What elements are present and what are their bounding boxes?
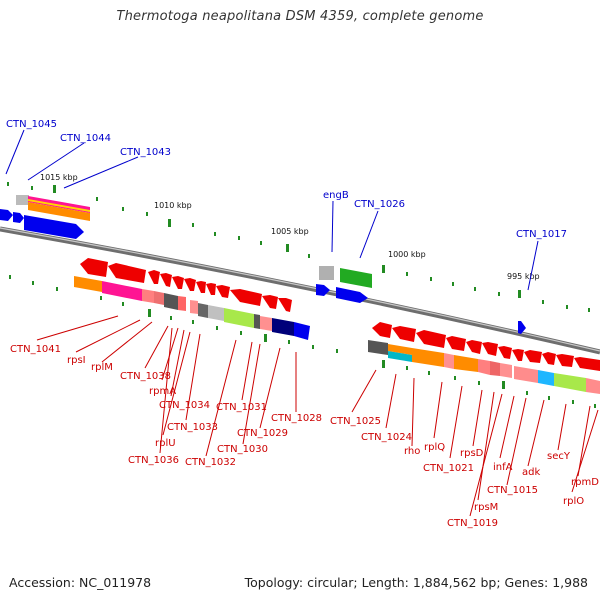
scale-label-1000: 1000 kbp [388, 250, 426, 259]
genome-title: Thermotoga neapolitana DSM 4359, complet… [116, 9, 484, 24]
scale-label-1005: 1005 kbp [271, 227, 309, 236]
label-rpsM: rpsM [474, 502, 498, 513]
label-CTN_1034: CTN_1034 [159, 400, 210, 411]
label-CTN_1031: CTN_1031 [216, 402, 267, 413]
annotation-blocks-right [368, 340, 600, 394]
label-CTN_1033: CTN_1033 [167, 422, 218, 433]
label-rpsI: rpsI [67, 355, 86, 366]
label-rpsD: rpsD [460, 448, 484, 459]
label-CTN_1019: CTN_1019 [447, 518, 498, 529]
label-rpmA: rpmA [149, 386, 176, 397]
label-rplQ: rplQ [424, 442, 445, 453]
label-CTN_1036: CTN_1036 [128, 455, 179, 466]
genome-info-text: Topology: circular; Length: 1,884,562 bp… [244, 575, 588, 590]
label-CTN_1028: CTN_1028 [271, 413, 322, 424]
feature-blocks-left-upper [16, 195, 90, 221]
forward-genes-middle [316, 284, 526, 334]
leader-lines-reverse [36, 315, 599, 517]
scale-label-1010: 1010 kbp [154, 201, 192, 210]
label-CTN_1045: CTN_1045 [6, 119, 57, 130]
label-CTN_1026: CTN_1026 [354, 199, 405, 210]
label-CTN_1021: CTN_1021 [423, 463, 474, 474]
label-rplU: rplU [155, 438, 176, 449]
scale-label-995: 995 kbp [507, 272, 540, 281]
label-CTN_1017: CTN_1017 [516, 229, 567, 240]
label-CTN_1025: CTN_1025 [330, 416, 381, 427]
annotation-blocks-left [74, 276, 310, 340]
label-CTN_1044: CTN_1044 [60, 133, 111, 144]
label-CTN_1038: CTN_1038 [120, 371, 171, 382]
genome-backbone [0, 226, 600, 355]
scale-ticks-upper [7, 182, 590, 312]
label-CTN_1030: CTN_1030 [217, 444, 268, 455]
label-secY: secY [547, 451, 571, 462]
accession-text: Accession: NC_011978 [9, 575, 152, 590]
reverse-genes-left [80, 258, 292, 312]
forward-genes-left [0, 209, 84, 239]
leader-lines-forward [5, 129, 539, 291]
label-CTN_1029: CTN_1029 [237, 428, 288, 439]
label-rpmD: rpmD [571, 477, 599, 488]
label-adk: adk [522, 467, 540, 478]
label-CTN_1041: CTN_1041 [10, 344, 61, 355]
scale-ticks-lower [9, 275, 596, 408]
label-CTN_1015: CTN_1015 [487, 485, 538, 496]
label-engB: engB [323, 190, 349, 201]
label-rplO: rplO [563, 496, 584, 507]
scale-label-1015: 1015 kbp [40, 173, 78, 182]
label-CTN_1043: CTN_1043 [120, 147, 171, 158]
label-infA: infA [493, 462, 513, 473]
label-rplM: rplM [91, 362, 113, 373]
label-rho: rho [404, 446, 420, 457]
label-CTN_1024: CTN_1024 [361, 432, 412, 443]
reverse-genes-right [372, 322, 600, 371]
feature-blocks-middle [319, 266, 372, 288]
label-CTN_1032: CTN_1032 [185, 457, 236, 468]
